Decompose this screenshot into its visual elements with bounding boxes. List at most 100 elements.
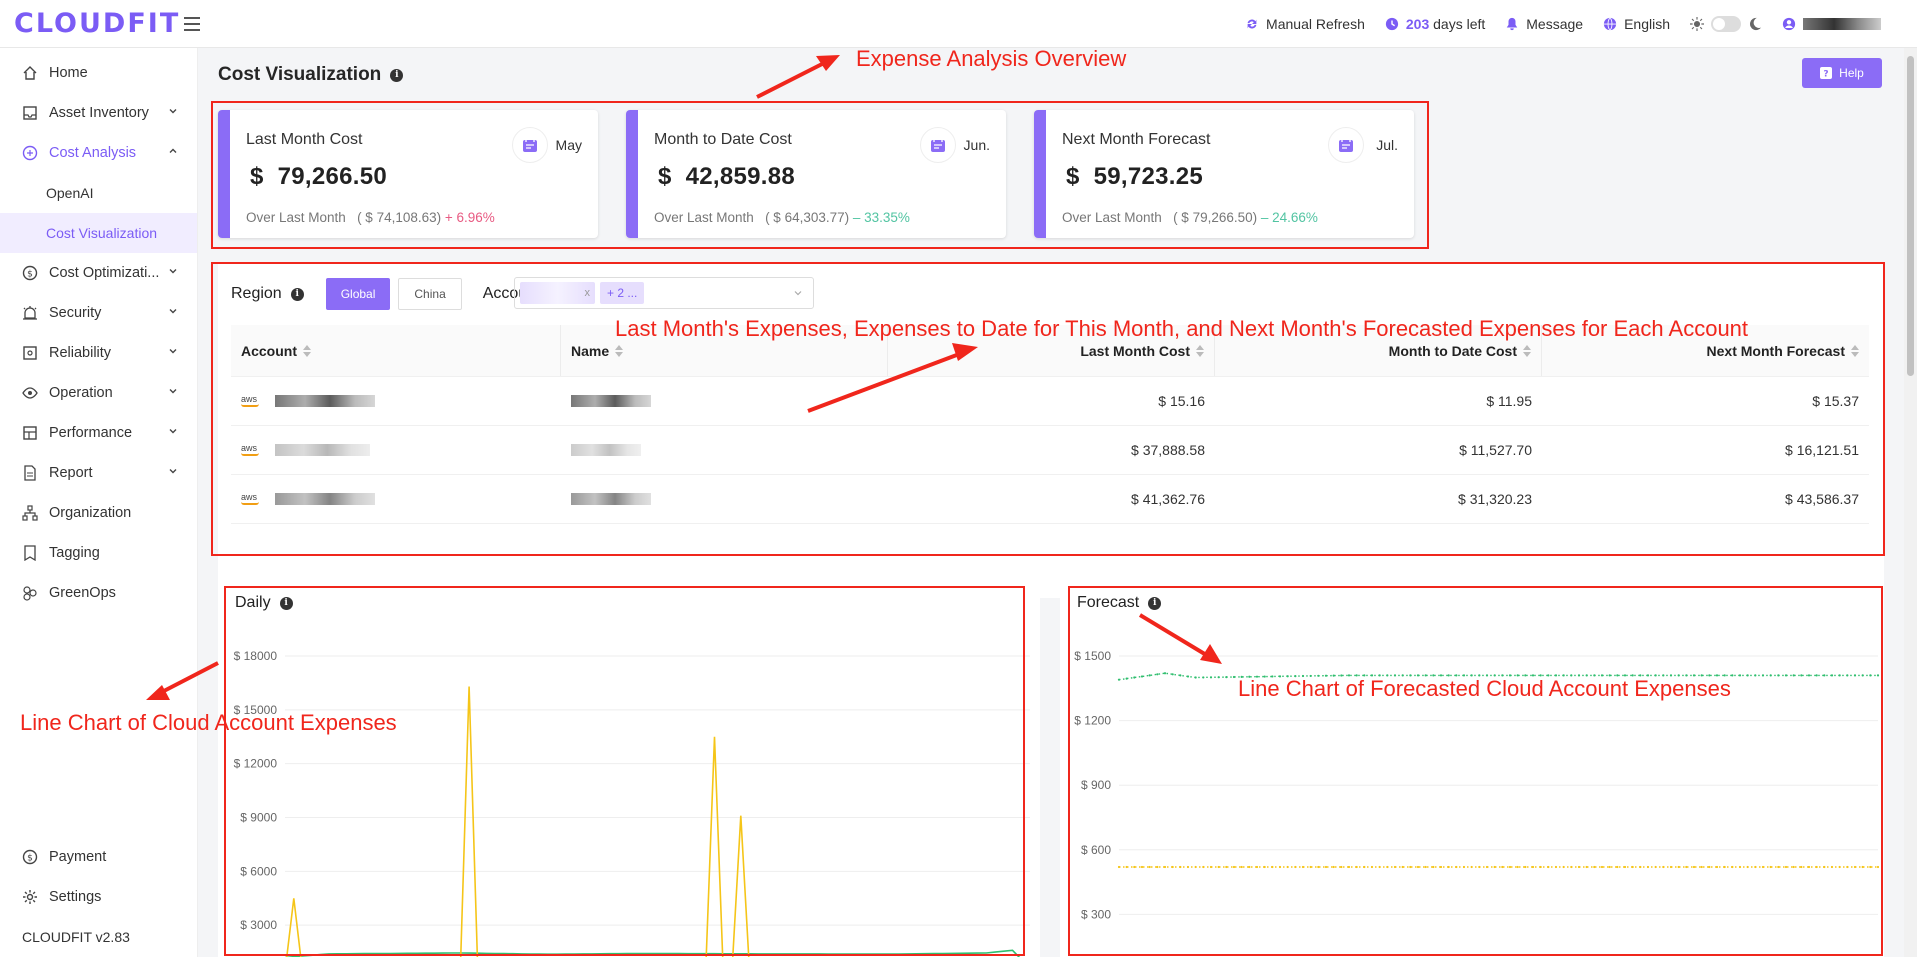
message-button[interactable]: Message: [1505, 16, 1583, 32]
series-point-account-2: [1140, 675, 1144, 678]
sidebar-item-payment[interactable]: $ Payment: [0, 837, 197, 877]
account-name-redacted: [571, 395, 651, 407]
annotation-overview: Expense Analysis Overview: [856, 46, 1127, 71]
daily-chart-title: Daily: [235, 594, 271, 611]
sidebar-item-performance[interactable]: Performance: [0, 413, 197, 453]
manual-refresh-button[interactable]: Manual Refresh: [1245, 16, 1365, 32]
sidebar-item-label: Operation: [49, 385, 113, 401]
info-icon[interactable]: i: [1148, 596, 1162, 610]
region-label: Region: [231, 285, 282, 302]
column-name[interactable]: Name: [561, 325, 888, 376]
language-switch[interactable]: English: [1603, 16, 1670, 32]
series-point-account-2: [1163, 672, 1167, 675]
forecast-chart-title: Forecast: [1077, 594, 1140, 611]
series-point-account-3: [1416, 865, 1420, 869]
card-month: Jun.: [963, 137, 990, 153]
scrollbar-thumb[interactable]: [1907, 56, 1914, 376]
sidebar-item-label: Home: [49, 65, 88, 81]
region-china-button[interactable]: China: [398, 278, 462, 310]
sidebar-subitem-openai[interactable]: OpenAI: [46, 185, 94, 201]
account-cell: aws: [231, 377, 561, 425]
series-point-account-3: [1232, 865, 1236, 869]
sidebar-item-security[interactable]: Security: [0, 293, 197, 333]
tag-close-icon[interactable]: x: [584, 287, 591, 299]
sidebar-item-organization[interactable]: Organization: [0, 493, 197, 533]
calendar-icon[interactable]: [920, 127, 956, 163]
mtd-cell: $ 31,320.23: [1458, 491, 1532, 507]
sidebar-item-home[interactable]: Home: [0, 53, 197, 93]
accounts-select[interactable]: x + 2 ...: [514, 277, 814, 309]
sort-icon[interactable]: [1196, 344, 1204, 357]
daily-line-chart[interactable]: $ 0$ 3000$ 6000$ 9000$ 12000$ 15000$ 180…: [218, 572, 1040, 957]
sidebar-item-label: Security: [49, 305, 102, 321]
info-icon[interactable]: i: [279, 596, 293, 610]
series-point-account-2: [1815, 674, 1818, 677]
region-global-button[interactable]: Global: [325, 278, 391, 310]
next-month-forecast-card: Next Month Forecast Jul. $ 59,723.25 Ove…: [1034, 110, 1414, 238]
last-month-cell: $ 15.16: [1158, 393, 1205, 409]
series-point-account-3: [1685, 865, 1688, 869]
sort-icon[interactable]: [303, 344, 311, 357]
sidebar-item-label: Organization: [49, 505, 132, 521]
sidebar-item-label: Cost Analysis: [49, 145, 137, 161]
app-logo[interactable]: CLOUDFIT: [14, 8, 181, 39]
sort-icon[interactable]: [1851, 344, 1859, 357]
annotation-daily: Line Chart of Cloud Account Expenses: [20, 710, 397, 735]
series-point-account-3: [1156, 865, 1159, 869]
sidebar-item-greenops[interactable]: GreenOps: [0, 573, 197, 613]
sidebar-item-label: Performance: [49, 425, 133, 441]
series-point-account-2: [1248, 675, 1251, 678]
forecast-line-chart[interactable]: $ 0$ 300$ 600$ 900$ 1200$ 15002024-06-24…: [1060, 572, 1884, 957]
calendar-icon[interactable]: [512, 127, 548, 163]
sidebar-item-cost-analysis[interactable]: Cost Analysis: [0, 133, 197, 173]
sidebar-item-cost-optimization[interactable]: $ Cost Optimizati...: [0, 253, 197, 293]
annotation-box-forecast: [1068, 586, 1883, 956]
series-point-account-2: [1539, 674, 1542, 677]
sidebar-item-report[interactable]: Report: [0, 453, 197, 493]
aws-icon: aws: [241, 395, 263, 407]
sidebar-subitem-cost-visualization[interactable]: Cost Visualization: [0, 213, 197, 253]
account-tag: x: [520, 282, 595, 304]
days-count: 203: [1405, 16, 1430, 32]
sidebar-item-tagging[interactable]: Tagging: [0, 533, 197, 573]
sort-icon[interactable]: [615, 344, 624, 357]
security-icon: [23, 306, 37, 320]
series-point-account-2: [1547, 674, 1550, 677]
last-month-cell: $ 37,888.58: [1131, 442, 1205, 458]
help-button[interactable]: ? Help: [1802, 58, 1882, 88]
series-point-account-2: [1524, 674, 1527, 677]
series-point-account-3: [1432, 865, 1435, 869]
series-point-account-3: [1248, 865, 1251, 869]
mtd-cell: $ 11,527.70: [1459, 442, 1532, 458]
y-tick-label: $ 6000: [240, 864, 277, 878]
column-next-month-forecast[interactable]: Next Month Forecast: [1542, 325, 1869, 376]
theme-switch[interactable]: [1690, 16, 1762, 32]
calendar-icon[interactable]: [1328, 127, 1364, 163]
series-point-account-2: [1715, 674, 1719, 677]
account-id-redacted: [275, 444, 370, 456]
info-icon[interactable]: i: [290, 287, 304, 301]
info-icon[interactable]: i: [390, 68, 404, 82]
card-month: May: [555, 137, 582, 153]
theme-toggle[interactable]: [1711, 16, 1741, 32]
menu-toggle-icon[interactable]: [184, 16, 200, 31]
chevron-down-icon: [169, 429, 177, 434]
user-menu[interactable]: [1782, 17, 1881, 31]
column-last-month-cost[interactable]: Last Month Cost: [888, 325, 1215, 376]
y-tick-label: $ 12000: [234, 757, 278, 771]
sidebar-item-reliability[interactable]: Reliability: [0, 333, 197, 373]
column-account[interactable]: Account: [231, 325, 561, 376]
gear-icon: [23, 890, 37, 904]
sidebar-item-asset-inventory[interactable]: Asset Inventory: [0, 93, 197, 133]
sidebar-item-settings[interactable]: Settings: [0, 877, 197, 917]
column-month-to-date-cost[interactable]: Month to Date Cost: [1215, 325, 1542, 376]
chevron-down-icon: [169, 309, 177, 314]
chevron-up-icon: [169, 148, 177, 153]
payment-icon: $: [22, 849, 38, 865]
series-point-account-3: [1524, 865, 1527, 869]
page-scrollbar[interactable]: [1904, 48, 1917, 957]
series-point-account-3: [1501, 865, 1504, 869]
chart-title: Daily i: [235, 594, 293, 612]
sidebar-item-operation[interactable]: Operation: [0, 373, 197, 413]
sort-icon[interactable]: [1523, 344, 1531, 357]
